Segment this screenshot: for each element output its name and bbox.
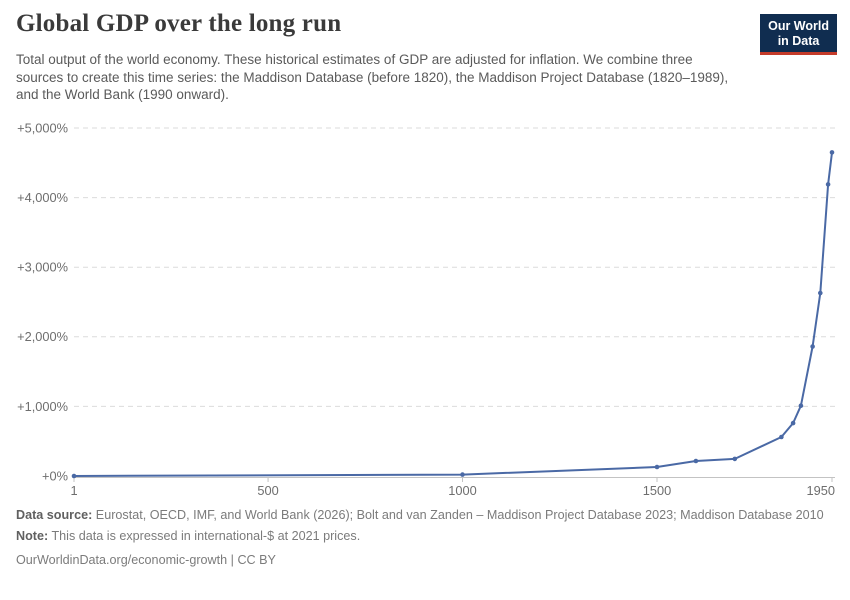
y-tick-label: +5,000% [17,120,68,135]
data-point-marker[interactable] [779,434,784,440]
data-point-marker[interactable] [790,420,796,426]
x-tick-label: 1500 [643,483,671,498]
note-text: This data is expressed in international-… [51,529,361,544]
world-gdp-line[interactable] [73,151,833,477]
x-tick-label: 1000 [448,483,476,498]
chart-footer: Data source: Eurostat, OECD, IMF, and Wo… [16,507,826,573]
license-link[interactable]: CC BY [237,553,276,568]
x-tick-label: 1 [70,483,77,498]
x-tick-label: 1950 [807,483,835,498]
y-tick-label: +4,000% [17,190,68,205]
note-label: Note: [16,529,49,544]
data-point-marker[interactable] [825,182,831,187]
data-point-marker[interactable] [810,344,815,349]
divider: | [230,553,234,568]
x-tick-label: 500 [257,483,278,498]
chart-subtitle: Total output of the world economy. These… [16,52,729,103]
data-source-label: Data source: [16,508,93,522]
y-tick-label: +2,000% [17,329,68,344]
data-point-marker[interactable] [693,458,699,464]
owid-logo-line1: Our World [768,19,829,33]
note-line: Note: This data is expressed in internat… [16,528,826,545]
data-point-marker[interactable] [460,472,465,477]
data-point-marker[interactable] [829,150,835,155]
data-point-marker[interactable] [732,456,738,462]
data-point-marker[interactable] [798,403,804,409]
y-tick-label: +0% [42,468,68,483]
page-title: Global GDP over the long run [16,10,342,37]
data-point-marker[interactable] [71,473,77,479]
y-tick-label: +1,000% [17,399,68,414]
canonical-url-link[interactable]: OurWorldinData.org/economic-growth [16,553,228,568]
owid-logo[interactable]: Our World in Data [760,14,837,55]
data-source-text: Eurostat, OECD, IMF, and World Bank (202… [95,508,824,522]
data-point-marker[interactable] [654,464,660,470]
license-line: OurWorldinData.org/economic-growth | CC … [16,552,826,569]
data-source-line: Data source: Eurostat, OECD, IMF, and Wo… [16,507,826,524]
data-point-marker[interactable] [818,290,823,296]
owid-logo-line2: in Data [777,33,820,48]
y-tick-label: +3,000% [17,260,68,275]
